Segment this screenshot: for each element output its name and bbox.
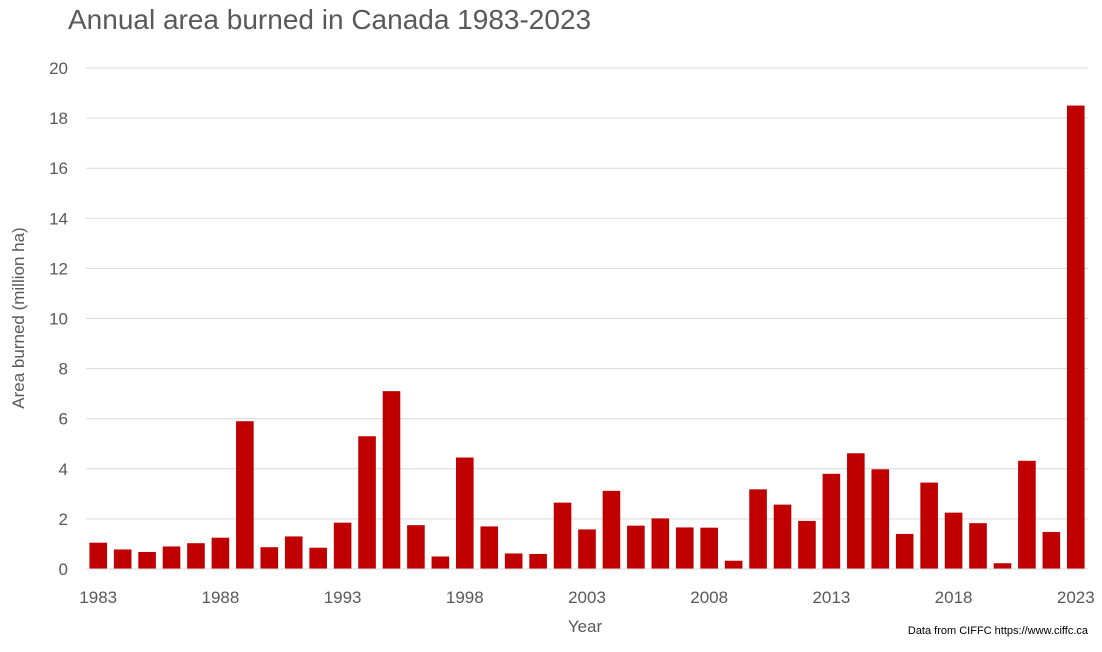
bar-2011: [773, 504, 792, 569]
bar-2007: [675, 527, 694, 569]
bar-2004: [602, 490, 621, 569]
bar-1983: [89, 542, 108, 569]
bar-1986: [162, 546, 181, 569]
bar-2014: [847, 453, 865, 569]
bar-2022: [1042, 531, 1061, 569]
x-tick-label: 2003: [568, 588, 606, 607]
bar-1989: [236, 421, 254, 569]
bar-2009: [724, 560, 743, 569]
bar-2012: [798, 520, 816, 569]
y-tick-label: 12: [49, 259, 68, 278]
y-axis-label: Area burned (million ha): [9, 227, 28, 408]
bar-1994: [358, 436, 376, 569]
y-tick-label: 10: [49, 310, 68, 329]
y-tick-label: 4: [59, 460, 68, 479]
bar-2020: [993, 563, 1012, 569]
bar-2008: [700, 527, 718, 569]
x-tick-label: 2023: [1057, 588, 1095, 607]
bar-2005: [627, 525, 645, 569]
source-note: Data from CIFFC https://www.ciffc.ca: [907, 625, 1088, 637]
bar-2015: [871, 469, 890, 569]
bar-2018: [944, 512, 963, 569]
bar-1993: [333, 522, 352, 569]
x-tick-label: 1993: [324, 588, 362, 607]
bar-1991: [284, 536, 303, 569]
bar-1996: [407, 525, 425, 569]
bar-1987: [187, 543, 205, 569]
y-axis-tick-labels: 0 2 4 6 8 10 12 14 16 18 20: [49, 59, 68, 579]
x-tick-label: 2008: [690, 588, 728, 607]
bar-2003: [578, 529, 596, 569]
y-tick-label: 6: [59, 410, 68, 429]
x-tick-label: 1988: [202, 588, 240, 607]
bar-2000: [504, 553, 523, 569]
x-tick-label: 2013: [812, 588, 850, 607]
bar-1984: [113, 549, 132, 569]
y-tick-label: 14: [49, 209, 68, 228]
bar-1997: [431, 556, 450, 569]
y-tick-label: 16: [49, 159, 68, 178]
x-tick-label: 1998: [446, 588, 484, 607]
bar-2016: [895, 533, 914, 569]
x-axis-label: Year: [568, 617, 603, 636]
bar-series: [89, 105, 1085, 569]
bar-1998: [456, 457, 474, 569]
bar-2021: [1018, 460, 1036, 569]
bar-2019: [969, 523, 987, 569]
bar-2017: [920, 482, 938, 569]
y-tick-label: 18: [49, 109, 68, 128]
x-tick-label: 2018: [935, 588, 973, 607]
bar-2006: [651, 518, 670, 569]
bar-1992: [309, 547, 327, 569]
bar-1988: [211, 537, 230, 569]
bar-2013: [822, 473, 841, 569]
bar-1985: [138, 551, 156, 569]
bar-2010: [749, 489, 767, 569]
y-tick-label: 8: [59, 360, 68, 379]
chart-title: Annual area burned in Canada 1983-2023: [68, 4, 592, 35]
y-tick-label: 20: [49, 59, 68, 78]
x-tick-label: 1983: [79, 588, 117, 607]
x-axis-tick-labels: 1983 1988 1993 1998 2003 2008 2013 2018 2023: [79, 588, 1094, 607]
bar-2023: [1066, 105, 1085, 569]
bar-1999: [480, 526, 499, 569]
y-tick-label: 2: [59, 510, 68, 529]
bar-1995: [382, 391, 401, 569]
bar-2002: [553, 502, 572, 569]
y-tick-label: 0: [59, 560, 68, 579]
bar-1990: [260, 547, 279, 569]
bar-2001: [529, 553, 547, 569]
